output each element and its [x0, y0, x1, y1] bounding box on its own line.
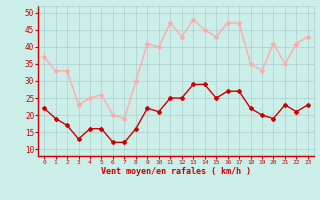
X-axis label: Vent moyen/en rafales ( km/h ): Vent moyen/en rafales ( km/h )	[101, 167, 251, 176]
